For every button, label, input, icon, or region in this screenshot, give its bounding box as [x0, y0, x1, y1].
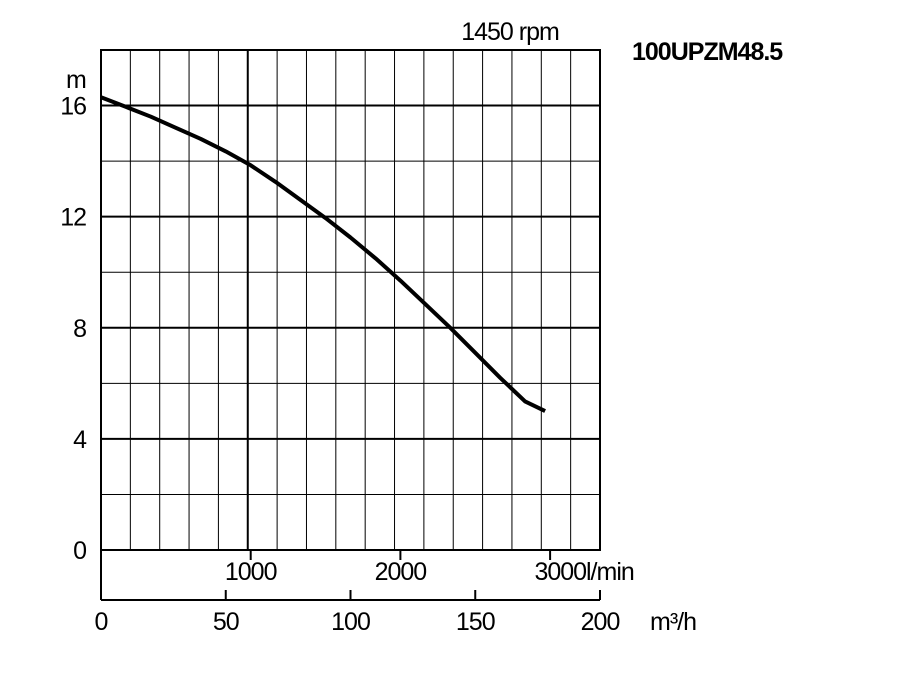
- x-lmin-tick-label: 1000: [225, 558, 277, 586]
- chart-frame: [100, 49, 601, 601]
- y-axis-unit: m: [66, 66, 86, 94]
- x-m3h-tick-label: 50: [213, 608, 239, 636]
- labels: 100UPZM48.5 1450 rpm m l/min m³/h: [66, 18, 784, 636]
- plot-border: [100, 49, 601, 551]
- x-m3h-tick-label: 200: [581, 608, 620, 636]
- x-m3h-tick-label: 0: [95, 608, 108, 636]
- x-lmin-tick-label: 2000: [375, 558, 427, 586]
- y-tick-label: 0: [73, 537, 86, 565]
- y-tick-label: 16: [60, 93, 86, 121]
- chart-title: 100UPZM48.5: [632, 38, 783, 66]
- speed-label: 1450 rpm: [461, 18, 559, 46]
- x-m3h-tick-label: 100: [331, 608, 370, 636]
- x-axis-m3h-unit: m³/h: [650, 608, 696, 636]
- y-tick-label: 4: [73, 426, 87, 454]
- y-tick-label: 12: [60, 204, 86, 232]
- x-m3h-tick-label: 150: [456, 608, 495, 636]
- x-lmin-tick-label: 3000: [534, 558, 586, 586]
- head-curve-line: [100, 95, 546, 413]
- grid-lines: [101, 50, 600, 550]
- curve-layer: [100, 95, 546, 413]
- x-axis-lmin-unit: l/min: [586, 558, 634, 586]
- tick-labels: 0 4 8 12 16 1000 2000 3000 0 50 100 150 200: [60, 93, 620, 636]
- y-tick-label: 8: [73, 315, 86, 343]
